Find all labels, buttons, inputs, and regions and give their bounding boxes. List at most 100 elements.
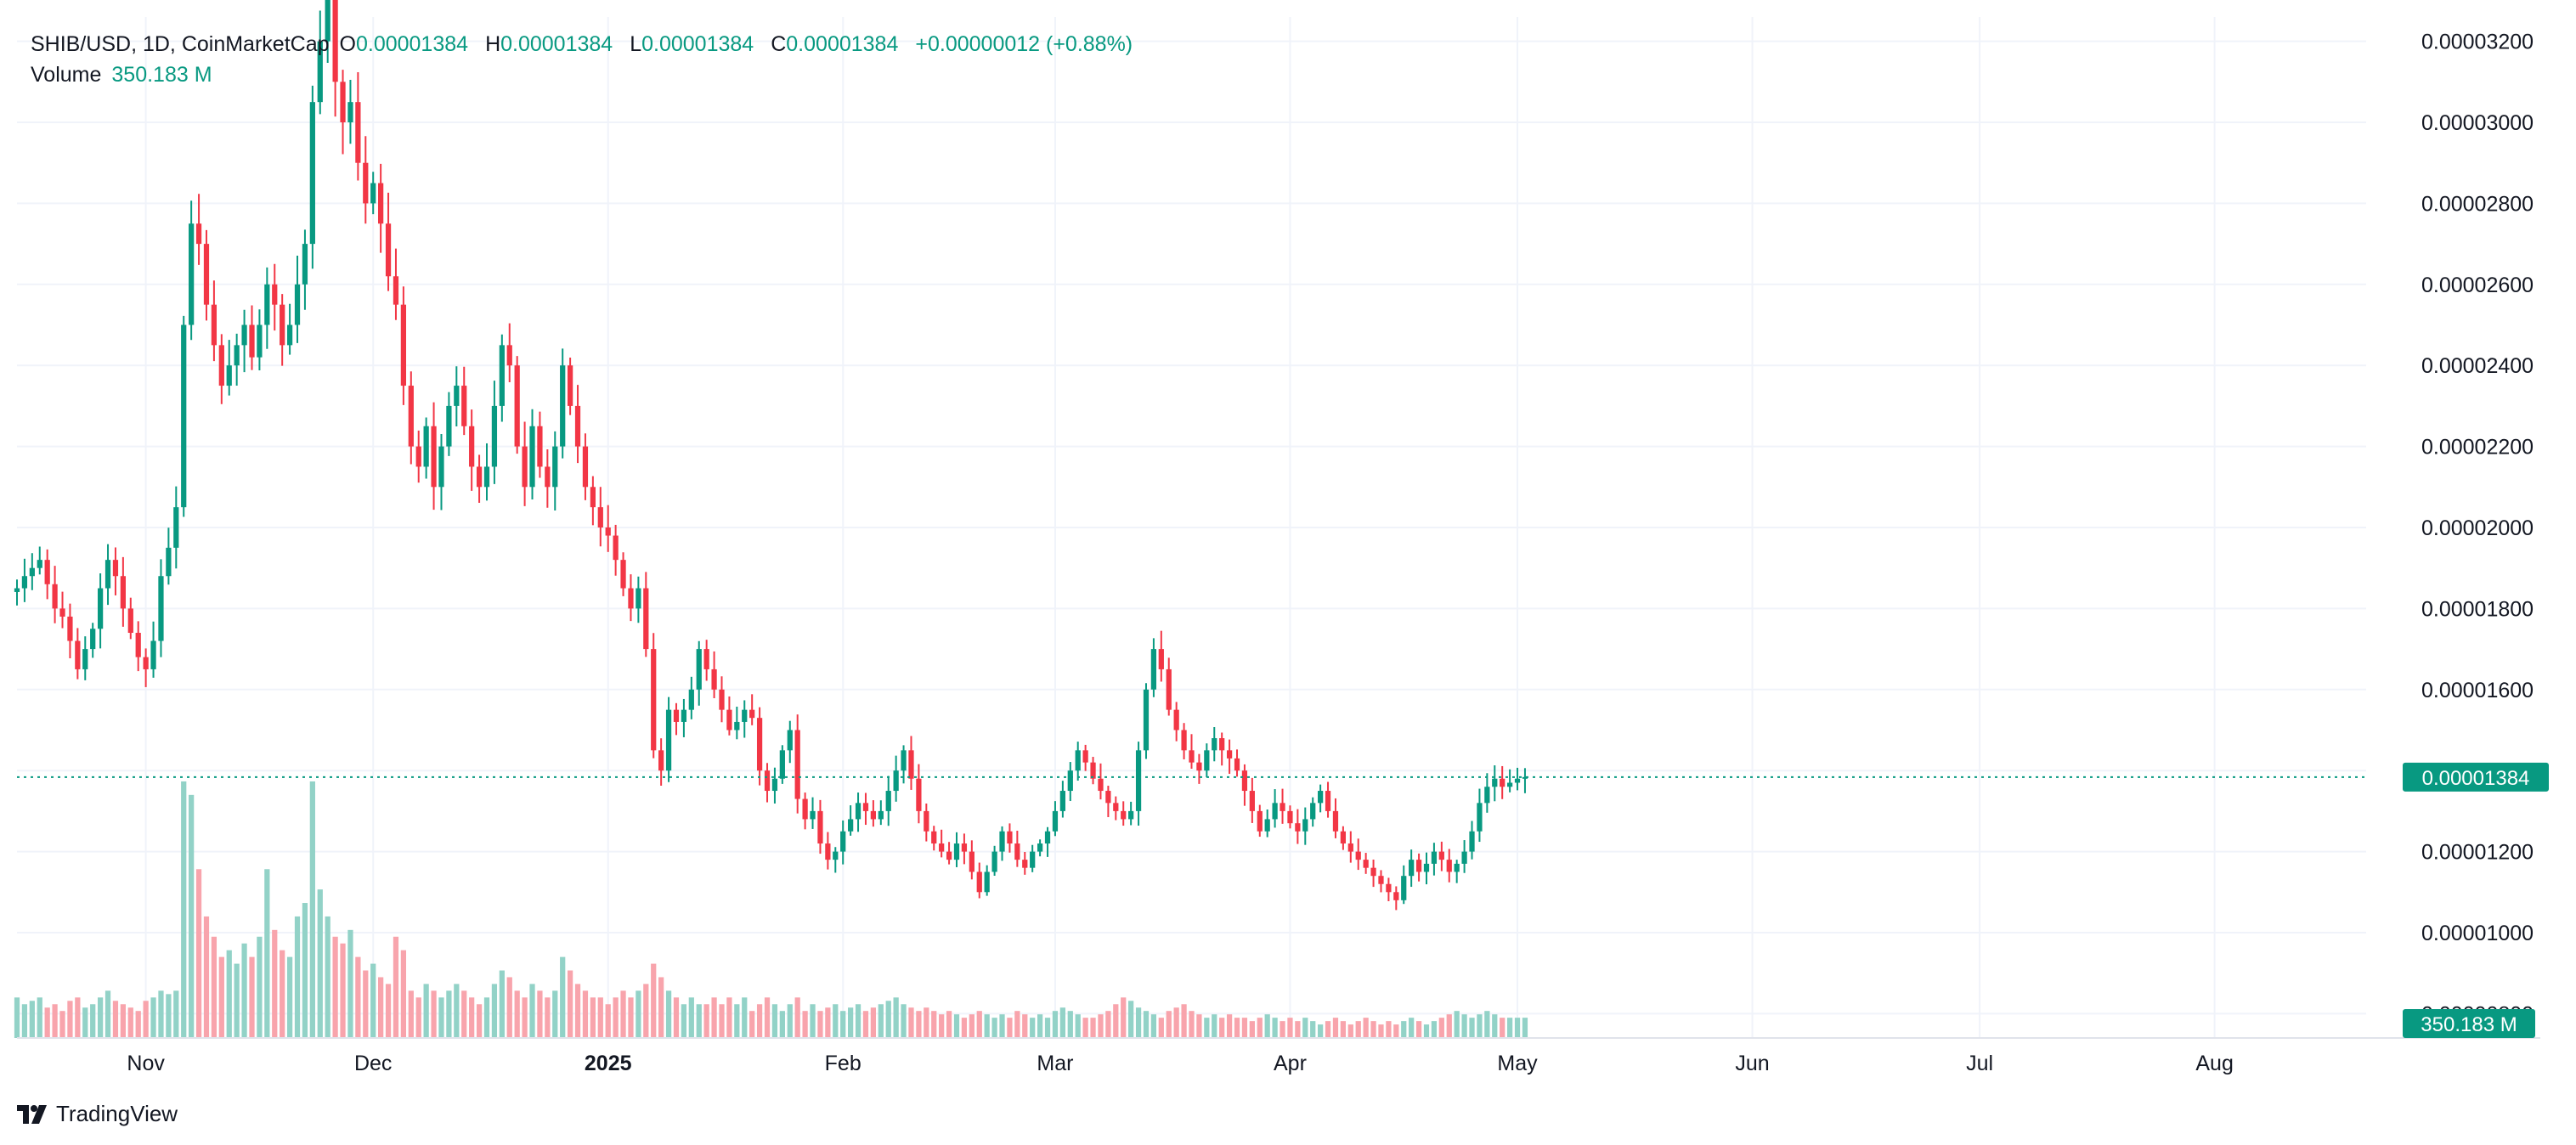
volume-bar [574, 984, 581, 1038]
volume-bar [234, 963, 240, 1038]
candle-body [1295, 823, 1301, 832]
candle-body [1212, 738, 1217, 751]
candle-body [651, 649, 657, 751]
candle-body [764, 770, 771, 792]
candle-body [825, 843, 831, 860]
volume-bar [21, 1004, 28, 1038]
candle-body [158, 576, 164, 641]
volume-bar [1438, 1018, 1444, 1038]
candle-body [665, 709, 672, 771]
candle-body [848, 819, 854, 832]
candle-body [931, 831, 937, 844]
candle-body [21, 576, 28, 589]
x-tick-label: 2025 [585, 1052, 632, 1075]
legend-volume-row: Volume 350.183 M [31, 59, 1150, 90]
candle-body [567, 365, 573, 406]
volume-bar [1075, 1014, 1081, 1038]
volume-bar [1037, 1014, 1043, 1038]
volume-bar [446, 990, 452, 1038]
volume-bar [1173, 1007, 1179, 1038]
candle-body [711, 668, 717, 690]
legend-open-label: O [339, 32, 356, 56]
volume-bar [286, 956, 293, 1038]
volume-bar [52, 1004, 58, 1038]
volume-bar [82, 1007, 88, 1038]
candle-body [370, 183, 376, 204]
volume-bar [1500, 1018, 1505, 1038]
volume-bar [127, 1007, 133, 1038]
candle-body [1128, 810, 1134, 820]
y-tick-label: 0.00002600 [2421, 274, 2534, 297]
candle-body [1280, 803, 1285, 811]
volume-bar [241, 943, 247, 1038]
candle-body [1143, 689, 1150, 751]
volume-bar [506, 977, 512, 1038]
candle-body [605, 527, 611, 536]
volume-bar [423, 984, 429, 1038]
candle-body [1014, 843, 1020, 860]
candle-body [431, 426, 437, 488]
candle-body [1461, 851, 1467, 864]
candle-body [29, 567, 35, 577]
volume-bar [1446, 1014, 1452, 1038]
volume-bar [939, 1014, 945, 1038]
x-tick-label: Dec [354, 1052, 392, 1075]
candle-body [574, 405, 581, 447]
volume-bar [226, 950, 232, 1038]
volume-bar [893, 997, 899, 1038]
candle-body [363, 162, 369, 204]
candle-body [878, 810, 884, 820]
volume-bar [332, 936, 338, 1038]
volume-bar [1409, 1018, 1415, 1038]
volume-bar [855, 1004, 861, 1038]
volume-bar [658, 977, 664, 1038]
candle-body [1158, 649, 1164, 669]
volume-bar [1393, 1024, 1399, 1038]
candle-body [280, 304, 285, 346]
volume-bar [469, 997, 475, 1038]
volume-bar [173, 990, 179, 1038]
candle-body [82, 649, 88, 669]
volume-bar [734, 1004, 740, 1038]
candle-body [1105, 791, 1111, 804]
candle-body [1272, 803, 1278, 820]
volume-bar [1204, 1018, 1210, 1038]
candle-body [734, 721, 740, 730]
volume-bar [1196, 1014, 1202, 1038]
volume-bar [1166, 1011, 1172, 1038]
volume-bar [1249, 1021, 1255, 1038]
volume-bar [1310, 1021, 1316, 1038]
candle-body [249, 324, 255, 358]
volume-bar [347, 929, 353, 1038]
volume-bar [325, 916, 330, 1038]
volume-bar [590, 997, 596, 1038]
volume-bar [143, 1001, 149, 1038]
volume-bar [181, 781, 187, 1038]
x-tick-label: Mar [1037, 1052, 1073, 1075]
y-tick-label: 0.00001600 [2421, 679, 2534, 702]
candle-body [347, 102, 353, 123]
volume-bar [491, 984, 498, 1038]
candle-body [211, 304, 217, 346]
volume-bar [1492, 1014, 1498, 1038]
candle-body [195, 223, 202, 245]
candle-body [1340, 831, 1347, 844]
tradingview-logo[interactable]: TradingView [17, 1101, 178, 1127]
candle-body [325, 0, 330, 42]
candle-body [1196, 762, 1202, 771]
volume-bar [1212, 1014, 1217, 1038]
volume-bar [1105, 1011, 1111, 1038]
volume-bar [636, 990, 641, 1038]
candle-body [173, 507, 179, 548]
volume-bar [1150, 1014, 1157, 1038]
volume-bar [1052, 1011, 1059, 1038]
volume-bar [742, 997, 748, 1038]
volume-bar [1059, 1007, 1065, 1038]
volume-bar [195, 869, 202, 1038]
volume-bar [1318, 1024, 1324, 1038]
candle-body [658, 750, 664, 771]
candle-body [461, 386, 467, 426]
volume-bar [309, 781, 315, 1038]
candle-body [385, 223, 392, 277]
